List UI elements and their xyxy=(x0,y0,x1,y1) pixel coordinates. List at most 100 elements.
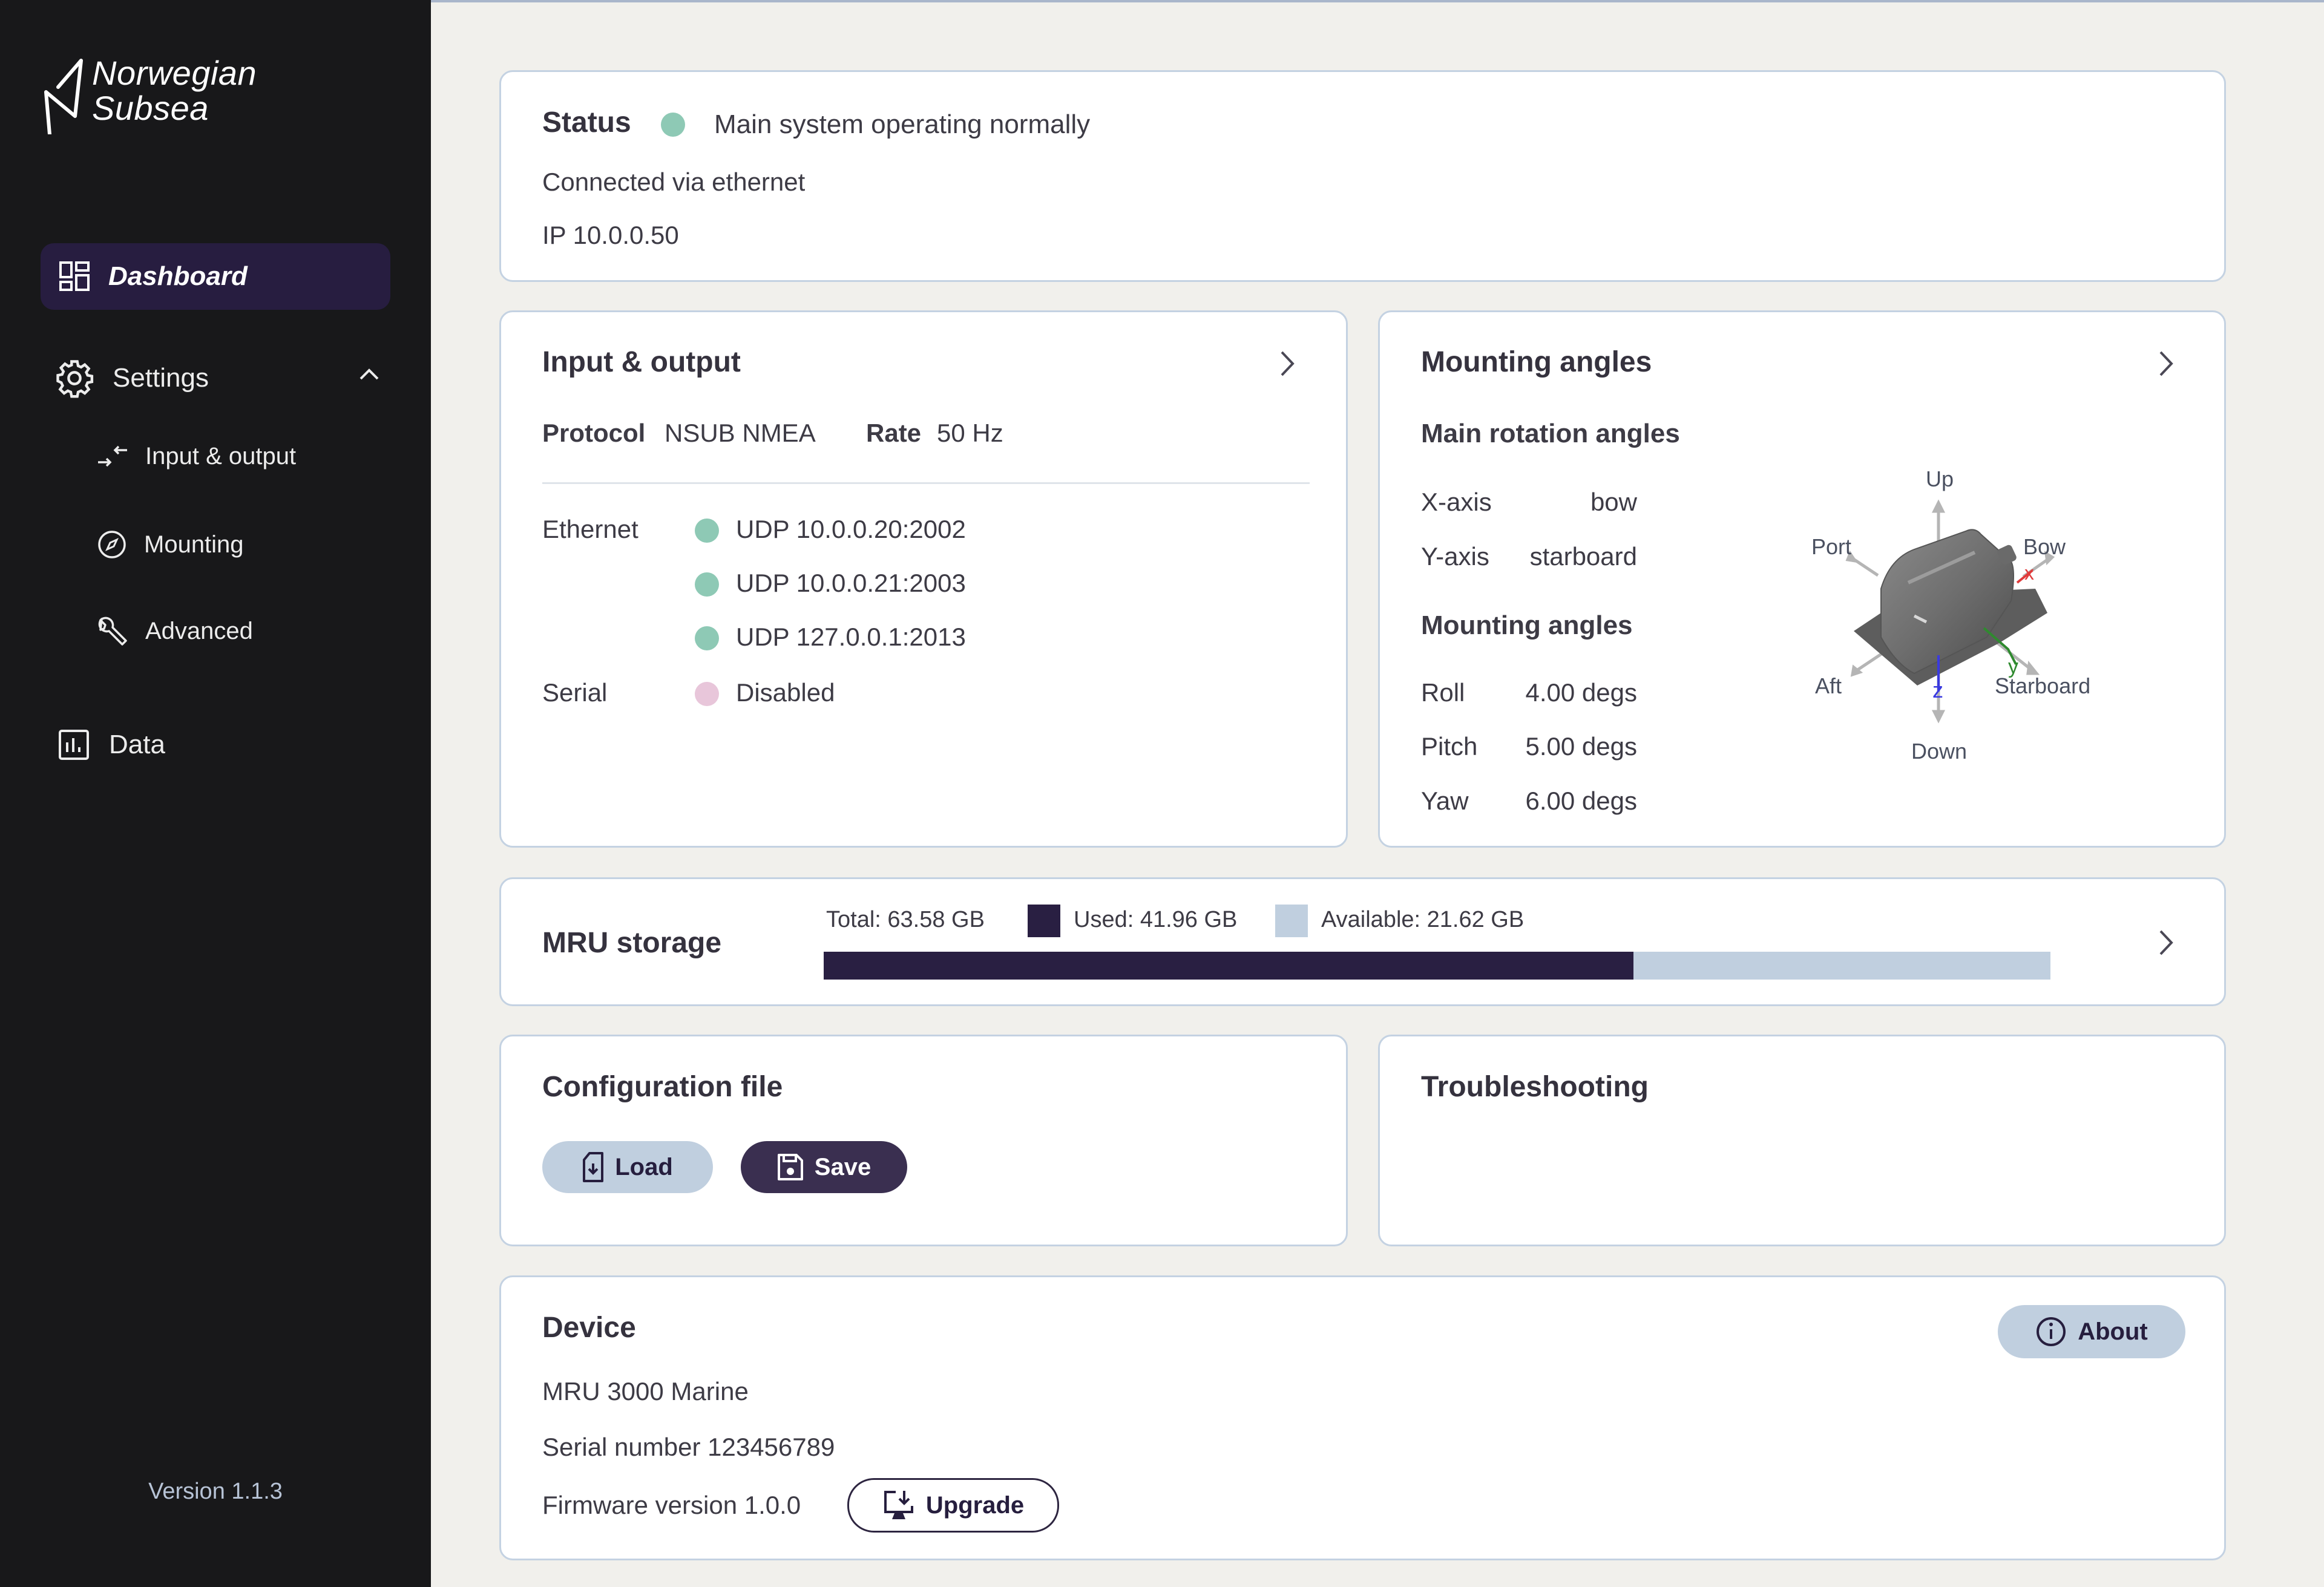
storage-title: MRU storage xyxy=(542,927,722,959)
upgrade-button[interactable]: Upgrade xyxy=(847,1478,1059,1533)
storage-available: Available: 21.62 GB xyxy=(1321,907,1525,932)
sidebar: Norwegian Subsea Dashboard Settings Inpu… xyxy=(0,0,431,1587)
label-up: Up xyxy=(1926,466,1954,491)
roll-label: Roll xyxy=(1421,678,1465,707)
main-rotation-title: Main rotation angles xyxy=(1421,419,1680,448)
ethernet-output: UDP 10.0.0.21:2003 xyxy=(736,569,966,597)
svg-text:x: x xyxy=(2024,562,2034,584)
dashboard-grid-icon xyxy=(59,261,90,291)
mru-orientation-diagram: z y x Up Port Bow Aft Starboard Down xyxy=(1793,456,2144,782)
save-button[interactable]: Save xyxy=(741,1141,907,1193)
serial-value: Disabled xyxy=(736,678,835,707)
pitch-label: Pitch xyxy=(1421,732,1478,761)
device-model: MRU 3000 Marine xyxy=(542,1377,749,1405)
troubleshooting-card[interactable]: Troubleshooting xyxy=(1378,1035,2226,1246)
compass-icon xyxy=(98,531,126,558)
pitch-value: 5.00 degs xyxy=(1525,732,1638,761)
file-download-icon xyxy=(583,1152,604,1182)
mounting-angles-card[interactable]: Mounting angles Main rotation angles X-a… xyxy=(1378,310,2226,848)
brand-line2: Subsea xyxy=(92,89,209,127)
storage-total: Total: 63.58 GB xyxy=(826,907,985,932)
sidebar-item-mounting[interactable]: Mounting xyxy=(97,526,244,563)
protocol-value: NSUB NMEA xyxy=(665,419,816,447)
app-version: Version 1.1.3 xyxy=(148,1479,283,1504)
ethernet-status-dot xyxy=(695,572,719,597)
upgrade-label: Upgrade xyxy=(925,1491,1025,1519)
divider xyxy=(542,482,1310,484)
label-down: Down xyxy=(1911,739,1968,764)
mru-3d-model-icon: z y x xyxy=(1845,499,2055,724)
status-message: Main system operating normally xyxy=(714,110,1091,139)
y-axis-value: starboard xyxy=(1529,542,1637,571)
available-legend-swatch xyxy=(1275,905,1308,937)
arrows-exchange-icon xyxy=(98,445,127,467)
load-label: Load xyxy=(615,1153,673,1180)
label-starboard: Starboard xyxy=(1995,673,2091,698)
io-title: Input & output xyxy=(542,346,741,378)
x-axis-value: bow xyxy=(1590,488,1637,516)
label-port: Port xyxy=(1811,534,1852,559)
monitor-download-icon xyxy=(884,1491,913,1519)
firmware-version: Firmware version 1.0.0 xyxy=(542,1491,801,1519)
yaw-value: 6.00 degs xyxy=(1525,787,1638,815)
ethernet-output: UDP 10.0.0.20:2002 xyxy=(736,515,966,543)
sidebar-item-dashboard[interactable]: Dashboard xyxy=(41,243,390,310)
status-indicator xyxy=(661,113,685,137)
svg-text:y: y xyxy=(2008,655,2018,678)
protocol-label: Protocol xyxy=(542,419,646,447)
ethernet-output: UDP 127.0.0.1:2013 xyxy=(736,623,966,651)
input-output-card[interactable]: Input & output Protocol NSUB NMEA Rate 5… xyxy=(499,310,1348,848)
about-label: About xyxy=(2078,1318,2148,1345)
chevron-right-icon[interactable] xyxy=(2157,929,2175,957)
configuration-file-card: Configuration file Load Save xyxy=(499,1035,1348,1246)
serial-status-dot xyxy=(695,682,719,706)
about-button[interactable]: About xyxy=(1998,1305,2185,1358)
sidebar-item-label: Settings xyxy=(113,363,209,393)
used-legend-swatch xyxy=(1028,905,1060,937)
ethernet-status-dot xyxy=(695,519,719,543)
ethernet-label: Ethernet xyxy=(542,515,638,543)
storage-used-fill xyxy=(824,952,1633,980)
yaw-label: Yaw xyxy=(1421,787,1469,815)
sidebar-item-label: Mounting xyxy=(144,531,244,558)
device-title: Device xyxy=(542,1312,636,1344)
save-label: Save xyxy=(814,1153,872,1180)
serial-label: Serial xyxy=(542,678,608,707)
mru-storage-card[interactable]: MRU storage Total: 63.58 GB Used: 41.96 … xyxy=(499,877,2226,1006)
norwegian-subsea-logo-icon xyxy=(44,59,83,134)
status-card: Status Main system operating normally Co… xyxy=(499,70,2226,282)
svg-text:z: z xyxy=(1932,678,1943,702)
config-title: Configuration file xyxy=(542,1071,783,1103)
sidebar-item-label: Input & output xyxy=(145,442,297,470)
y-axis-label: Y-axis xyxy=(1421,542,1489,571)
sidebar-item-input-output[interactable]: Input & output xyxy=(97,438,296,474)
chevron-right-icon[interactable] xyxy=(1278,350,1296,378)
brand-logo[interactable]: Norwegian Subsea xyxy=(40,56,294,134)
x-axis-label: X-axis xyxy=(1421,488,1492,516)
floppy-disk-icon xyxy=(777,1154,803,1180)
mounting-title: Mounting angles xyxy=(1421,346,1652,378)
load-button[interactable]: Load xyxy=(542,1141,713,1193)
sidebar-item-data[interactable]: Data xyxy=(58,724,165,766)
ethernet-status-dot xyxy=(695,626,719,650)
bar-chart-icon xyxy=(59,730,89,760)
mounting-angles-subtitle: Mounting angles xyxy=(1421,610,1633,640)
sidebar-item-settings[interactable]: Settings xyxy=(54,357,381,399)
serial-number: Serial number 123456789 xyxy=(542,1433,835,1461)
window-top-border xyxy=(431,0,2324,2)
info-circle-icon xyxy=(2037,1317,2066,1346)
sidebar-item-label: Dashboard xyxy=(108,261,248,291)
status-title: Status xyxy=(542,106,631,139)
ip-address: IP 10.0.0.50 xyxy=(542,221,679,249)
rate-label: Rate xyxy=(866,419,922,447)
chevron-right-icon[interactable] xyxy=(2157,350,2175,378)
label-aft: Aft xyxy=(1815,673,1842,698)
device-card: Device MRU 3000 Marine Serial number 123… xyxy=(499,1275,2226,1560)
wrench-icon xyxy=(98,617,127,646)
sidebar-item-label: Advanced xyxy=(145,617,253,644)
roll-value: 4.00 degs xyxy=(1525,678,1638,707)
sidebar-item-advanced[interactable]: Advanced xyxy=(97,613,253,649)
chevron-up-icon[interactable] xyxy=(357,363,381,387)
rate-value: 50 Hz xyxy=(937,419,1003,447)
sidebar-item-label: Data xyxy=(109,730,165,759)
